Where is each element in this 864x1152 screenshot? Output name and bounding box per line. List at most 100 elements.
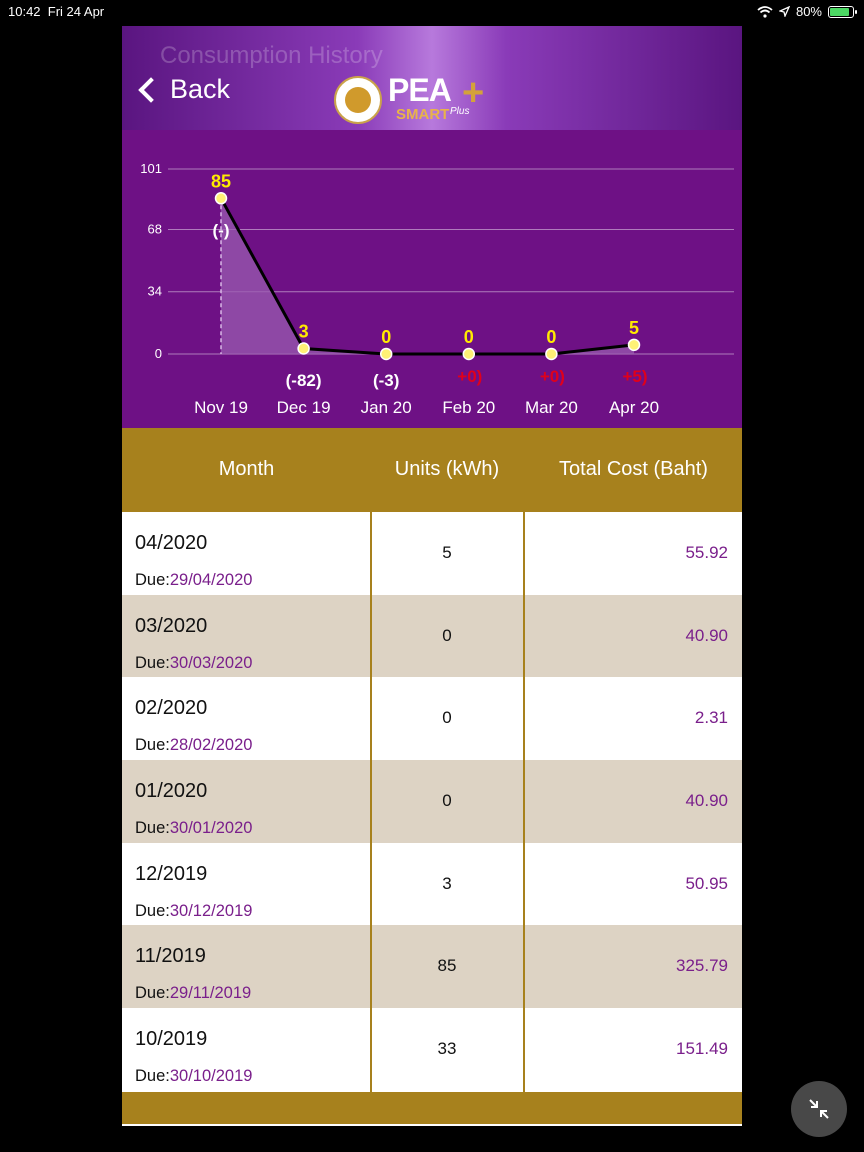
row-month: 04/2020 [135, 532, 208, 554]
column-divider [370, 512, 372, 1092]
row-month: 11/2019 [135, 945, 206, 968]
row-month: 02/2020 [135, 697, 208, 720]
data-label: 5 [629, 318, 639, 338]
due-label: Due: [135, 736, 170, 755]
wifi-icon [757, 5, 773, 18]
y-tick-label: 101 [140, 161, 162, 176]
header-units: Units (kWh) [394, 458, 500, 480]
row-month: 12/2019 [135, 862, 208, 885]
table-row[interactable]: 10/2019 Due:30/10/2019 33 151.49 [122, 1008, 742, 1091]
change-label: +5) [622, 367, 647, 386]
pea-smart-plus-logo: PEA + SMART Plus [332, 72, 512, 128]
change-label: (-) [213, 221, 230, 240]
data-point [627, 338, 641, 352]
x-tick-label: Feb 20 [442, 398, 495, 417]
row-cost: 50.95 [685, 873, 728, 893]
status-time: 10:42 Fri 24 Apr [8, 4, 105, 19]
table-footer [122, 1092, 742, 1124]
header-cost: Total Cost (Baht) [559, 458, 708, 480]
consumption-chart: 101 68 34 0 85 (-) Nov 19 3 (-82) Dec 19 0 (-3) Jan … [122, 130, 742, 428]
status-bar: 10:42 Fri 24 Apr 80% [0, 0, 864, 24]
app-header: Consumption History Back PEA + SMART Plu… [122, 26, 742, 130]
x-tick-label: Mar 20 [525, 398, 578, 417]
change-label: +0) [540, 367, 565, 386]
column-divider [523, 512, 525, 1092]
data-label: 0 [546, 327, 556, 347]
data-label: 0 [381, 327, 391, 347]
battery-percent: 80% [795, 4, 822, 19]
row-month: 03/2020 [135, 614, 208, 637]
row-month: 10/2019 [135, 1028, 208, 1051]
y-tick-label: 0 [155, 346, 162, 361]
row-due: Due:28/02/2020 [135, 736, 252, 755]
status-right: 80% [757, 4, 857, 19]
due-date: 28/02/2020 [169, 736, 253, 755]
row-due: Due:30/01/2020 [135, 819, 252, 838]
consumption-history-screen: Consumption History Back PEA + SMART Plu… [122, 26, 742, 1126]
due-date: 30/01/2020 [169, 819, 253, 838]
x-tick-label: Apr 20 [609, 398, 659, 417]
due-date: 30/10/2019 [169, 1067, 253, 1086]
chevron-left-icon [138, 76, 164, 103]
consumption-line-chart: 101 68 34 0 85 (-) Nov 19 3 (-82) Dec 19 0 (-3) Jan … [140, 161, 734, 417]
row-units: 0 [442, 708, 452, 728]
y-tick-label: 68 [148, 221, 162, 236]
row-units: 33 [437, 1039, 457, 1059]
table-row[interactable]: 01/2020 Due:30/01/2020 0 40.90 [122, 760, 742, 843]
back-label: Back [170, 74, 231, 104]
table-row[interactable]: 11/2019 Due:29/11/2019 85 325.79 [122, 925, 742, 1009]
table-header: Month Units (kWh) Total Cost (Baht) [122, 428, 742, 512]
row-cost: 151.49 [676, 1039, 728, 1059]
change-label: +0) [457, 367, 482, 386]
due-label: Due: [135, 1067, 170, 1086]
due-date: 30/12/2019 [169, 901, 253, 920]
battery-icon [828, 5, 857, 18]
ghost-title: Consumption History [160, 42, 383, 69]
row-units: 85 [437, 956, 457, 976]
y-tick-label: 34 [148, 284, 162, 299]
collapse-button[interactable] [791, 1081, 847, 1137]
data-label: 85 [211, 171, 231, 191]
back-button[interactable]: Back [136, 74, 230, 105]
location-arrow-icon [778, 6, 790, 17]
row-units: 5 [442, 543, 452, 562]
due-date: 29/04/2020 [169, 571, 253, 589]
table-row[interactable]: 03/2020 Due:30/03/2020 0 40.90 [122, 594, 742, 678]
due-label: Due: [135, 571, 170, 589]
x-tick-label: Dec 19 [277, 398, 331, 417]
row-units: 0 [442, 625, 452, 645]
series-line [219, 197, 635, 356]
due-date: 29/11/2019 [169, 984, 252, 1003]
x-tick-label: Nov 19 [194, 398, 248, 417]
data-point [462, 347, 476, 361]
history-table: 04/2020 Due:29/04/2020 5 55.92 03/2020 Due:30… [122, 512, 742, 1091]
due-label: Due: [135, 901, 170, 920]
row-due: Due:29/04/2020 [135, 571, 252, 590]
data-label: 3 [299, 322, 309, 342]
header-month: Month [218, 458, 275, 480]
row-due: Due:29/11/2019 [135, 984, 251, 1003]
data-point [545, 347, 558, 361]
row-due: Due:30/03/2020 [135, 654, 252, 673]
due-label: Due: [135, 984, 170, 1003]
row-units: 3 [442, 873, 452, 893]
row-due: Due:30/12/2019 [135, 902, 252, 921]
row-cost: 325.79 [676, 956, 728, 976]
row-month: 01/2020 [135, 780, 208, 803]
data-point [297, 342, 310, 355]
data-point [214, 192, 228, 205]
x-tick-label: Jan 20 [361, 398, 412, 417]
table-row[interactable]: 02/2020 Due:28/02/2020 0 2.31 [122, 677, 742, 761]
change-label: (-82) [286, 371, 322, 390]
data-label: 0 [464, 327, 474, 347]
chart-area [221, 198, 634, 354]
row-cost: 40.90 [685, 791, 728, 811]
pea-seal-icon [334, 76, 382, 124]
collapse-arrows-icon [809, 1099, 829, 1119]
data-point [379, 347, 393, 361]
table-row[interactable]: 12/2019 Due:30/12/2019 3 50.95 [122, 842, 742, 926]
change-label: (-3) [373, 371, 399, 390]
table-row[interactable]: 04/2020 Due:29/04/2020 5 55.92 [122, 512, 742, 595]
row-cost: 2.31 [694, 708, 728, 728]
row-due: Due:30/10/2019 [135, 1067, 252, 1086]
